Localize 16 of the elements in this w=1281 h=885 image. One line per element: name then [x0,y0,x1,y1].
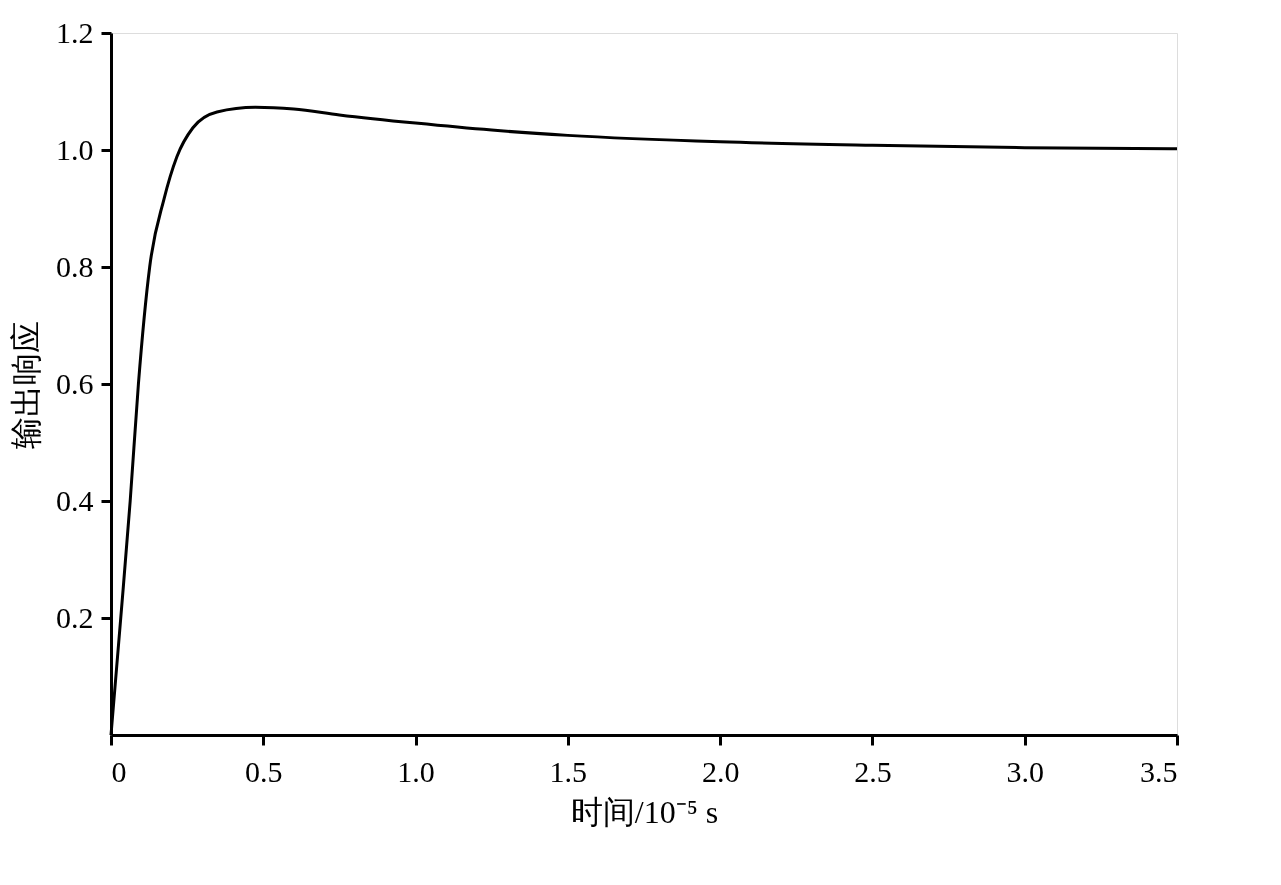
y-tick-label: 1.2 [56,15,94,49]
x-tick-label: 1.0 [397,754,435,788]
x-axis-title: 时间/10⁻⁵ s [570,793,719,830]
y-tick-label: 0.2 [56,600,94,634]
y-tick-label: 0.8 [56,249,94,283]
y-tick-label: 1.0 [56,132,94,166]
x-tick-label: 1.5 [549,754,588,788]
y-axis-title: 输出响应 [8,320,44,449]
x-tick-label: 0.5 [245,754,283,788]
y-tick-label: 0.4 [56,483,94,517]
x-tick-label: 3.0 [1006,754,1044,788]
y-tick-label: 0.6 [56,366,94,400]
x-tick-label: 0 [111,754,127,788]
x-tick-label: 3.5 [1140,754,1178,788]
x-tick-label: 2.5 [854,754,892,788]
x-tick-label: 2.0 [701,754,740,788]
